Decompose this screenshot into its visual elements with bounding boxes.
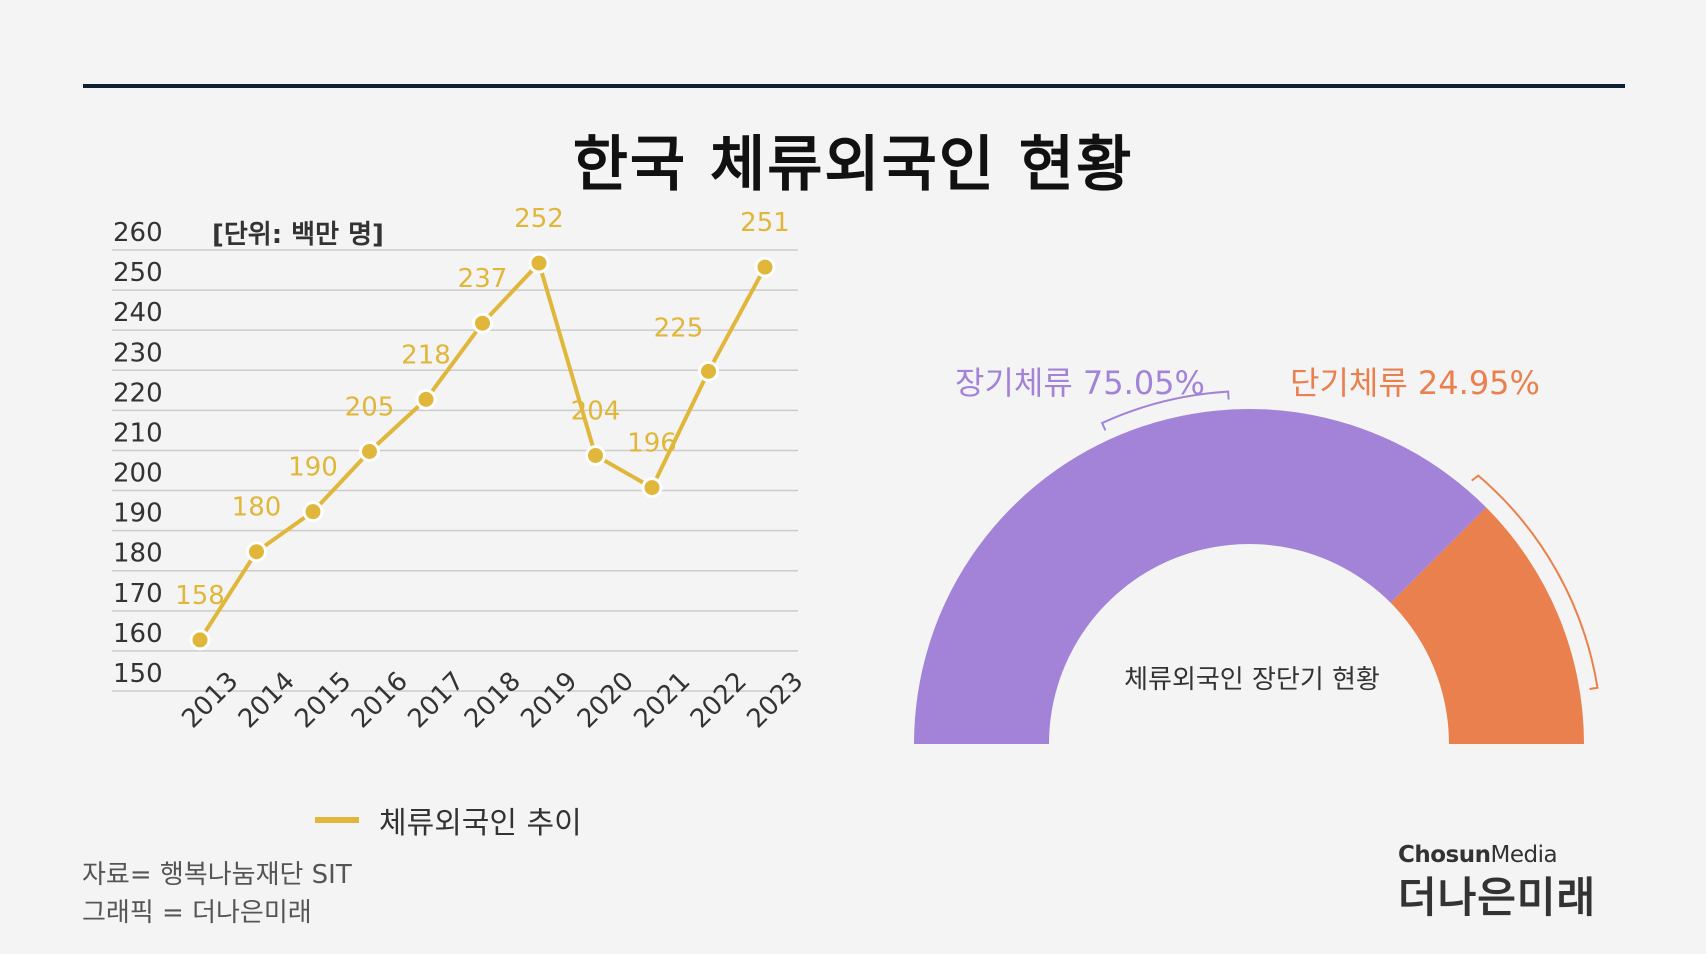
data-point [472, 312, 493, 334]
donut-segment-long-term [914, 408, 1487, 744]
donut-center-label: 체류외국인 장단기 현황 [1124, 665, 1380, 695]
data-point [641, 477, 663, 499]
source-line: 자료= 행복나눔재단 SIT [82, 860, 352, 890]
data-point [246, 541, 267, 563]
y-tick-label: 150 [113, 659, 163, 689]
data-label: 196 [627, 429, 677, 459]
y-tick-label: 230 [113, 338, 163, 368]
data-label: 180 [232, 493, 282, 523]
x-tick-label: 2019 [515, 666, 583, 734]
legend-swatch [315, 817, 359, 823]
x-tick-label: 2021 [628, 666, 696, 734]
long-term-bracket [1100, 390, 1230, 431]
data-label: 251 [740, 208, 790, 238]
donut-segment-short-term [1390, 507, 1584, 744]
legend-label: 체류외국인 추이 [379, 806, 582, 841]
y-tick-label: 170 [113, 579, 163, 609]
data-point [189, 629, 211, 651]
data-point [415, 388, 437, 410]
data-point [359, 441, 380, 462]
source-credit: 자료= 행복나눔재단 SIT 그래픽 = 더나은미래 [82, 856, 352, 932]
brand-ko: 더나은미래 [1398, 873, 1597, 922]
data-label: 204 [571, 397, 621, 427]
brand-en: ChosunMedia [1398, 842, 1558, 868]
y-tick-label: 220 [113, 378, 163, 408]
x-tick-label: 2023 [741, 666, 809, 734]
unit-label: [단위: 백만 명] [212, 220, 384, 250]
brand-logo: ChosunMedia 더나은미래 [1398, 842, 1628, 925]
data-label: 205 [345, 393, 395, 423]
data-point [585, 445, 606, 467]
top-rule [83, 84, 1625, 88]
page-title: 한국 체류외국인 현황 [572, 130, 1134, 200]
data-point [754, 256, 776, 278]
x-tick-label: 2015 [289, 666, 357, 734]
long-term-label: 장기체류 75.05% [955, 364, 1205, 402]
y-tick-label: 160 [113, 619, 163, 649]
x-tick-label: 2016 [346, 666, 414, 734]
short-term-label: 단기체류 24.95% [1290, 364, 1540, 402]
data-label: 252 [514, 204, 564, 234]
x-tick-label: 2020 [572, 666, 640, 734]
data-point [302, 501, 324, 523]
y-tick-label: 250 [113, 258, 163, 288]
data-label: 237 [458, 264, 508, 294]
y-tick-label: 260 [113, 218, 163, 248]
data-label: 225 [654, 313, 704, 343]
y-tick-label: 240 [113, 298, 163, 328]
line-legend: 체류외국인 추이 [315, 800, 582, 841]
y-tick-label: 190 [113, 499, 163, 529]
x-tick-label: 2022 [685, 666, 753, 734]
x-tick-label: 2017 [402, 666, 470, 734]
x-tick-label: 2018 [459, 666, 527, 734]
x-tick-label: 2014 [233, 666, 301, 734]
data-label: 158 [175, 581, 225, 611]
data-point [698, 360, 719, 382]
y-tick-label: 180 [113, 539, 163, 569]
data-label: 218 [401, 340, 451, 370]
data-point [528, 252, 550, 274]
graphic-credit-line: 그래픽 = 더나은미래 [82, 898, 312, 928]
short-term-bracket [1471, 474, 1599, 691]
x-tick-label: 2013 [176, 666, 244, 734]
y-tick-label: 200 [113, 459, 163, 489]
data-label: 190 [288, 453, 338, 483]
y-tick-label: 210 [113, 418, 163, 448]
